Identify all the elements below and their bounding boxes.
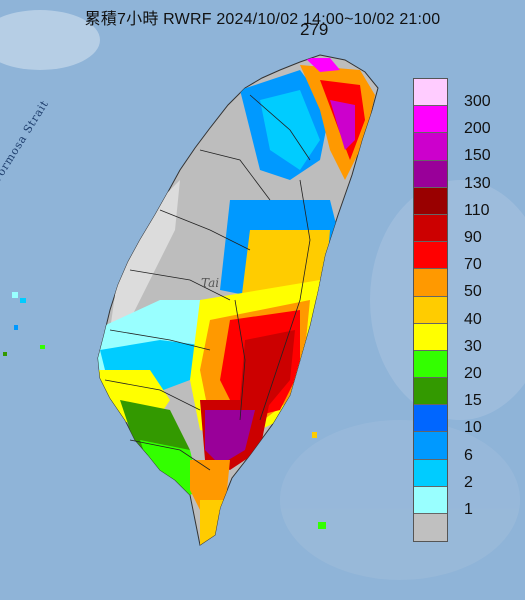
legend-tick-label: 90 (464, 229, 482, 246)
legend-tick-label: 2 (464, 473, 473, 491)
legend-swatch (414, 378, 447, 406)
legend-swatch (414, 242, 447, 270)
legend-tick-label: 200 (464, 120, 491, 138)
legend-tick-label: 110 (464, 201, 490, 219)
legend-swatch (414, 514, 447, 542)
map-title: 累積7小時 RWRF 2024/10/02 14:00~10/02 21:00 (84, 11, 441, 28)
legend-tick-label: 150 (464, 147, 491, 165)
legend-swatch (414, 133, 447, 161)
legend-swatch (414, 486, 447, 514)
legend-tick-label: 130 (464, 174, 491, 192)
legend-tick-label: 15 (464, 392, 482, 410)
legend-swatch (414, 405, 447, 433)
legend-tick-label: 10 (464, 419, 482, 437)
legend-tick-label: 20 (464, 365, 482, 382)
legend-tick-label: 300 (464, 93, 491, 110)
legend-tick-label: 50 (464, 283, 482, 301)
legend-swatch (414, 79, 447, 107)
legend-swatch (414, 296, 447, 324)
legend-tick-label: 40 (464, 310, 482, 328)
county-boundaries (104, 94, 311, 471)
legend-swatch (414, 214, 447, 243)
legend-tick-label: 6 (464, 446, 473, 464)
max-rainfall-value: 279 (300, 20, 329, 39)
legend-swatch (414, 432, 447, 460)
legend-tick-label: 1 (464, 501, 473, 518)
legend-tick-label: 30 (464, 337, 482, 355)
legend-swatch (414, 269, 447, 297)
legend-tick-label: 70 (464, 256, 482, 274)
legend-swatch (414, 323, 447, 351)
place-label: Tai (201, 276, 220, 290)
outlying-islands (3, 292, 326, 529)
legend-swatch (414, 459, 447, 487)
legend-color-bar (413, 78, 448, 543)
legend-swatch (414, 187, 447, 215)
legend-swatch (414, 106, 447, 134)
legend-swatch (414, 350, 447, 379)
legend-swatch (414, 160, 447, 188)
